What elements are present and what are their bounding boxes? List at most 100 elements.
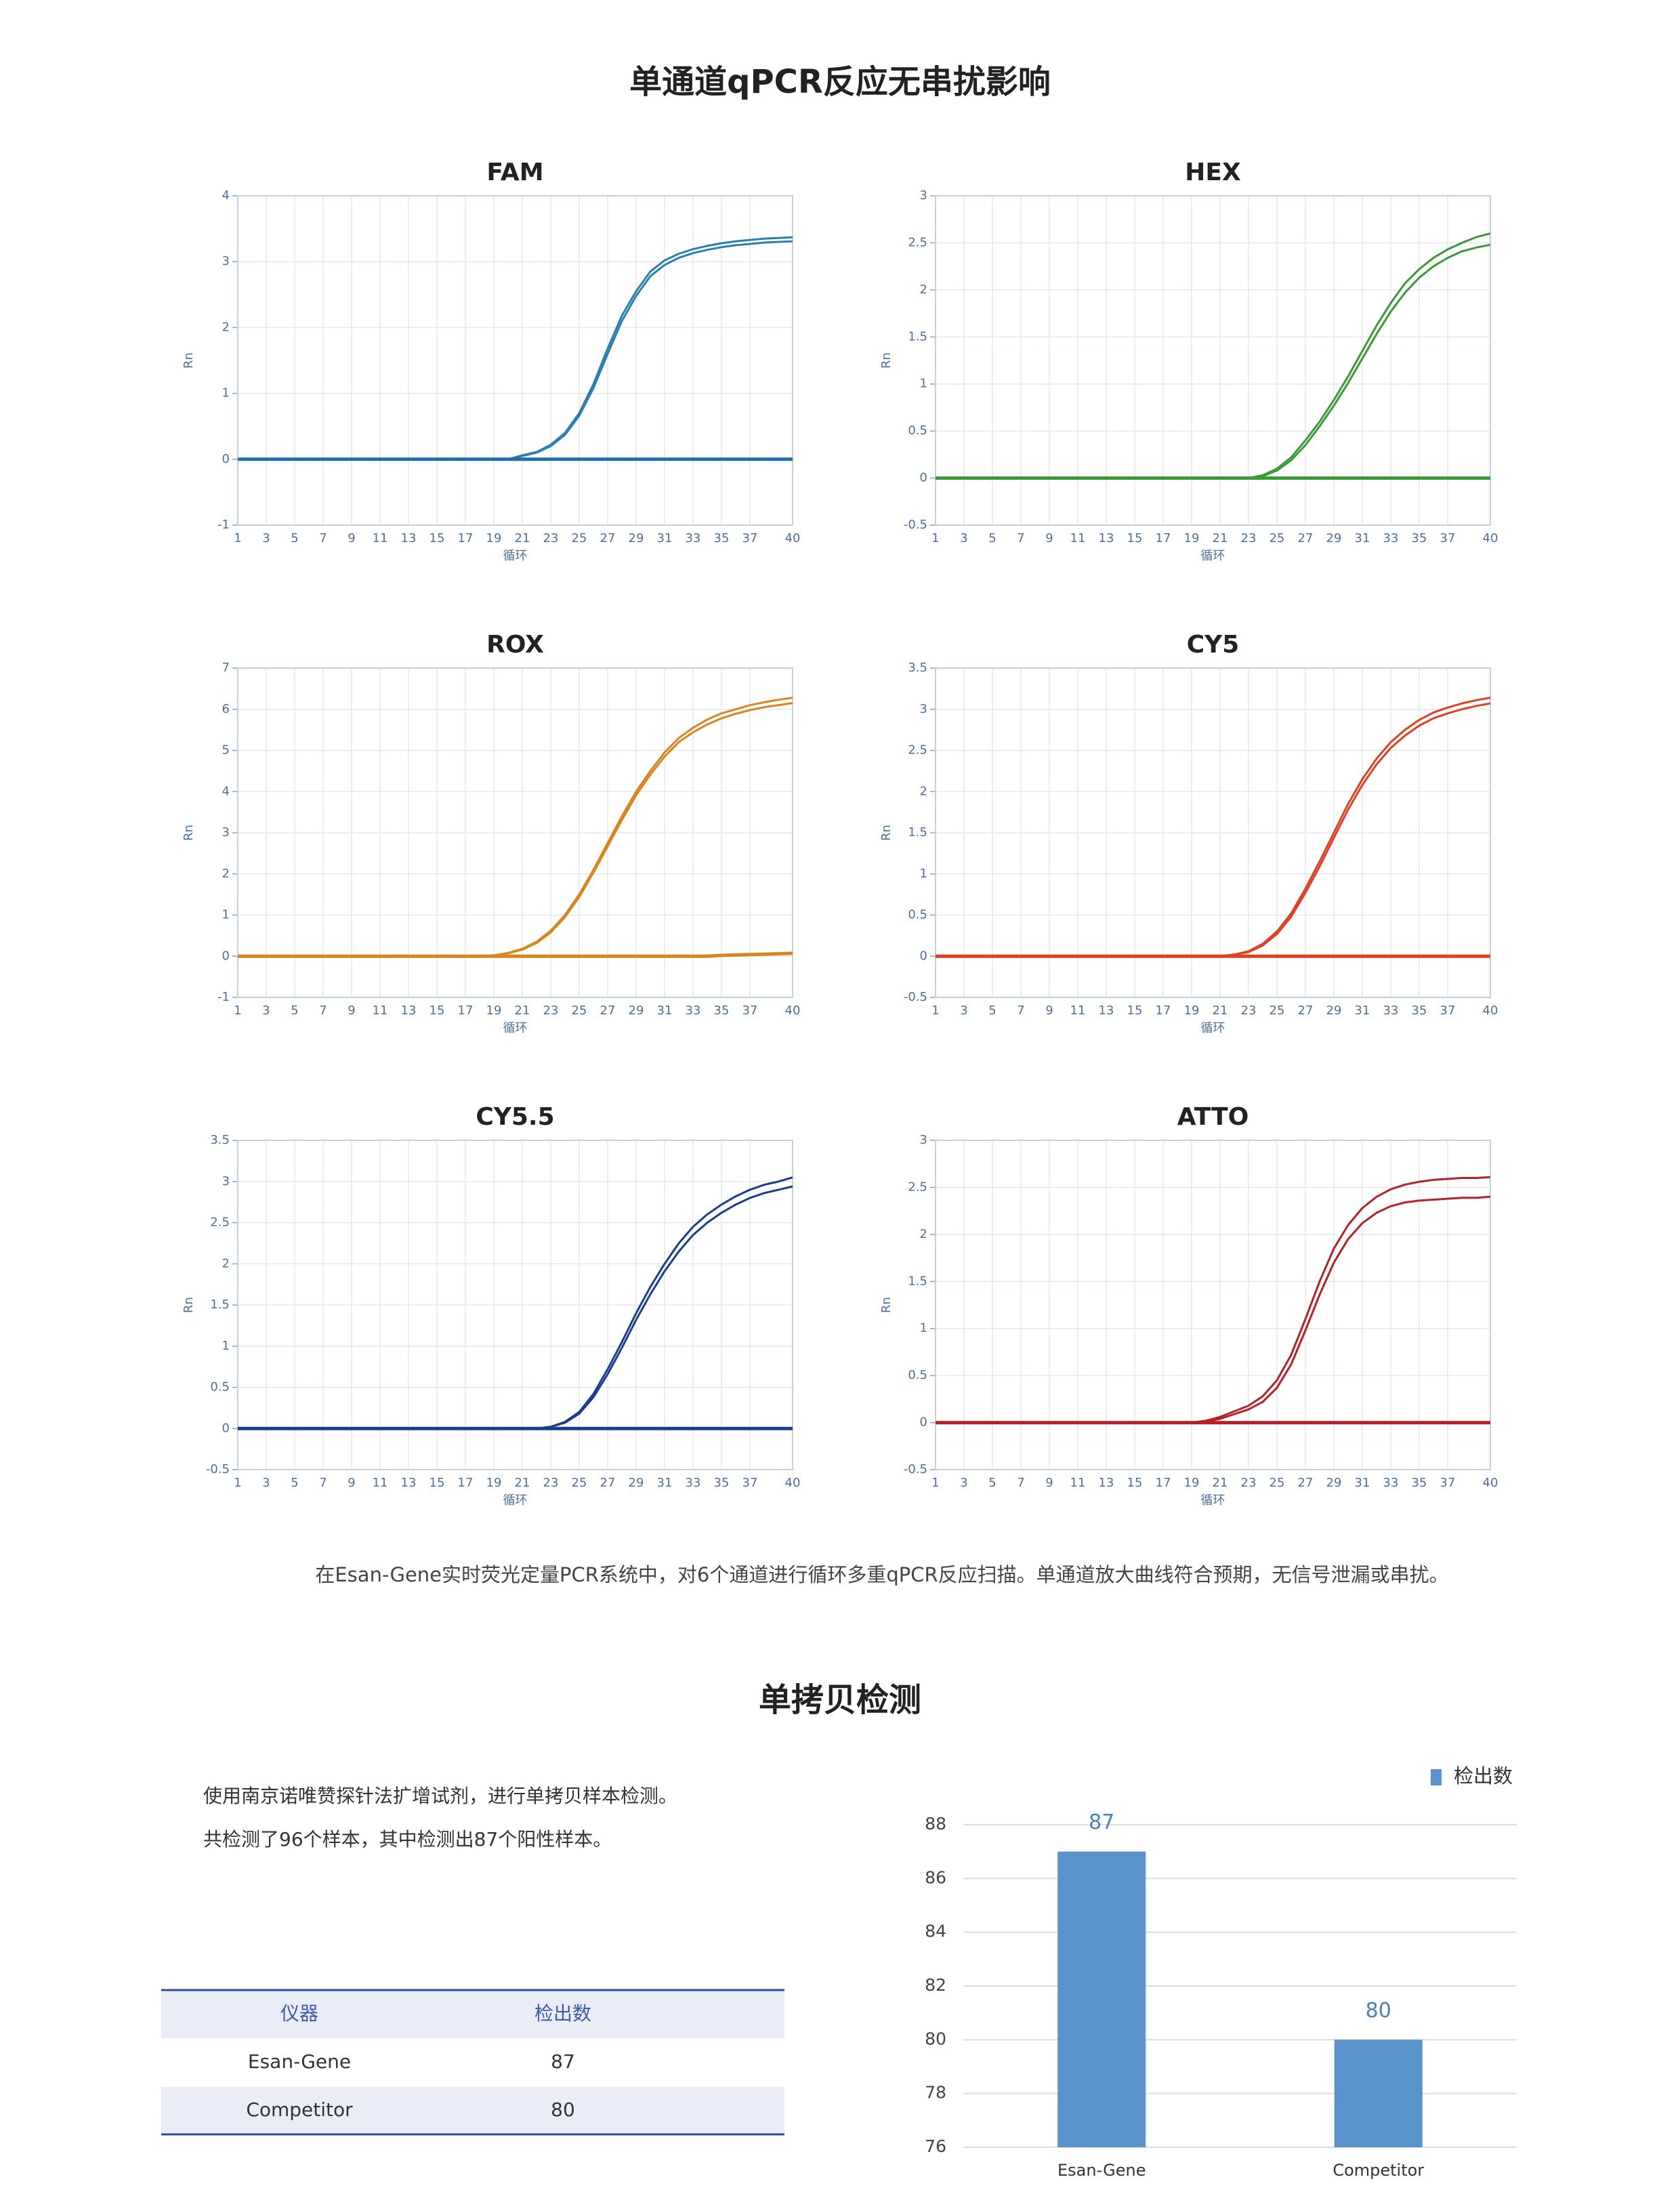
x-tick-label: 37 [742, 531, 758, 545]
y-tick-label: 0.5 [908, 423, 927, 438]
y-tick-label: 1 [920, 1321, 927, 1336]
legend-swatch [1431, 1769, 1442, 1785]
x-tick-label: 19 [486, 1476, 502, 1490]
bar [1057, 1851, 1146, 2147]
x-tick-label: 35 [1412, 1476, 1427, 1490]
x-tick-label: 27 [1298, 1003, 1314, 1018]
x-axis-label: 循环 [1201, 1021, 1225, 1035]
y-axis-label: Rn [879, 825, 894, 841]
x-tick-label: 19 [1184, 1003, 1200, 1018]
y-tick-label: 3 [920, 702, 927, 716]
chart-title: ROX [486, 631, 544, 659]
chart-title: HEX [1185, 159, 1241, 186]
curve [936, 243, 1491, 480]
x-tick-label: 29 [629, 531, 644, 545]
x-tick-label: 1 [234, 1476, 241, 1490]
y-tick-label: 1 [222, 908, 230, 922]
table-cell: Esan-Gene [248, 2050, 351, 2073]
x-tick-label: 9 [1045, 1003, 1053, 1018]
x-tick-label: 31 [657, 531, 673, 545]
x-tick-label: 40 [1483, 531, 1498, 545]
x-tick-label: 29 [1326, 1003, 1342, 1018]
plot-frame [237, 195, 793, 526]
y-tick-label: 0 [920, 949, 927, 963]
x-tick-label: 25 [572, 531, 587, 545]
x-axis-label: 循环 [503, 549, 528, 563]
y-tick-label: 3 [222, 254, 230, 268]
x-tick-label: 37 [1440, 1003, 1456, 1018]
x-tick-label: 23 [543, 1476, 559, 1490]
x-tick-label: 27 [600, 531, 616, 545]
x-tick-label: 37 [1440, 1476, 1456, 1490]
curve [238, 697, 793, 957]
value-label: 87 [1089, 1810, 1114, 1834]
y-tick-label: 84 [925, 1922, 946, 1941]
x-tick-label: 7 [1017, 1003, 1024, 1018]
y-tick-label: 0.5 [908, 908, 927, 922]
x-tick-label: 3 [960, 1003, 967, 1018]
table-cell: Competitor [246, 2098, 353, 2121]
curve [238, 240, 793, 461]
x-tick-label: 17 [1156, 1003, 1171, 1018]
y-axis-label: Rn [879, 1297, 894, 1313]
y-tick-label: 2.5 [908, 1180, 927, 1194]
x-tick-label: 21 [515, 1003, 530, 1018]
x-tick-label: 7 [319, 1003, 327, 1018]
y-tick-label: 3 [222, 825, 230, 840]
bar [1334, 2040, 1423, 2147]
x-tick-label: 15 [429, 1476, 445, 1490]
page-title: 单通道qPCR反应无串扰影响 [629, 63, 1051, 101]
y-tick-label: 2 [222, 867, 230, 881]
y-tick-label: 2 [920, 784, 927, 798]
x-tick-label: 23 [1241, 531, 1257, 545]
curve [238, 1176, 793, 1430]
table-cell: 80 [551, 2098, 575, 2121]
x-tick-label: 7 [1017, 531, 1024, 545]
x-tick-label: 17 [1156, 531, 1171, 545]
x-tick-label: 25 [572, 1476, 587, 1490]
curve [238, 236, 793, 461]
x-tick-label: 19 [486, 1003, 502, 1018]
y-tick-label: 2 [920, 283, 927, 297]
x-tick-label: 17 [1156, 1476, 1171, 1490]
x-tick-label: 19 [486, 531, 502, 545]
y-tick-label: 0 [920, 1415, 927, 1430]
table-header: 仪器 [280, 2002, 318, 2025]
x-tick-label: 33 [686, 1476, 701, 1490]
x-tick-label: 31 [1355, 1003, 1370, 1018]
y-tick-label: 3 [920, 1133, 927, 1147]
y-tick-label: 1.5 [908, 329, 927, 344]
curve [936, 702, 1491, 957]
plot-frame [237, 667, 793, 998]
x-tick-label: 19 [1184, 531, 1200, 545]
x-tick-label: 13 [1099, 531, 1114, 545]
x-tick-label: 40 [785, 1003, 801, 1018]
x-tick-label: 29 [1326, 531, 1342, 545]
table-cell: 87 [551, 2050, 575, 2073]
y-tick-label: 7 [222, 661, 230, 675]
value-label: 80 [1366, 1999, 1391, 2023]
x-tick-label: 1 [931, 1476, 939, 1490]
plot-frame [935, 667, 1491, 998]
y-tick-label: 6 [222, 702, 230, 716]
x-tick-label: 9 [1045, 1476, 1053, 1490]
x-tick-label: 1 [931, 1003, 939, 1018]
x-tick-label: 23 [543, 1003, 559, 1018]
y-tick-label: -1 [217, 518, 230, 532]
x-tick-label: 19 [1184, 1476, 1200, 1490]
y-tick-label: 0.5 [210, 1380, 230, 1394]
x-tick-label: 1 [931, 531, 939, 545]
chart-title: CY5.5 [476, 1103, 554, 1131]
y-tick-label: 2.5 [908, 743, 927, 758]
y-tick-label: 0 [222, 1421, 230, 1435]
x-tick-label: 5 [291, 531, 298, 545]
x-tick-label: 35 [714, 531, 730, 545]
y-tick-label: 0 [222, 452, 230, 466]
x-tick-label: 3 [262, 1476, 270, 1490]
plot-frame [237, 1140, 793, 1470]
y-tick-label: 1 [222, 1339, 230, 1353]
x-tick-label: 11 [1070, 531, 1086, 545]
plot-frame [935, 195, 1491, 526]
chart-title: CY5 [1187, 631, 1240, 659]
x-tick-label: 23 [543, 531, 559, 545]
